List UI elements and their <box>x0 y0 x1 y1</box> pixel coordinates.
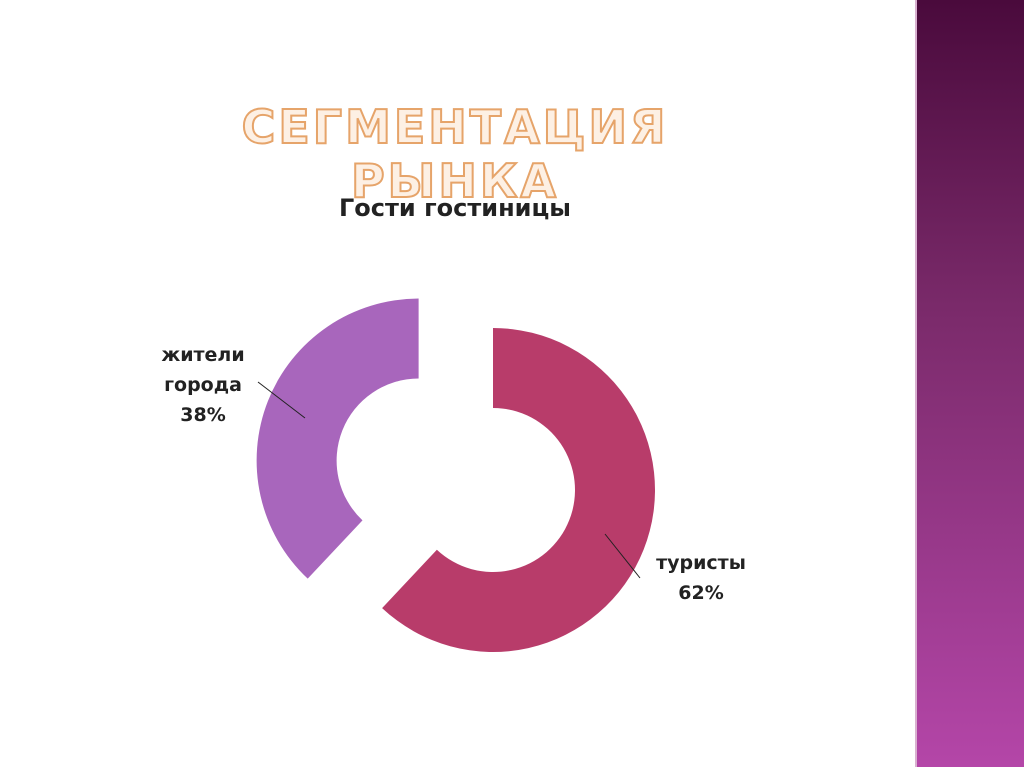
leader-line <box>604 533 641 579</box>
donut-slice <box>256 298 419 579</box>
donut-slice <box>382 328 655 652</box>
category-label: жители города <box>161 344 245 396</box>
data-label: жители города 38% <box>148 340 258 430</box>
data-label: туристы 62% <box>636 548 766 608</box>
side-band <box>915 0 1024 767</box>
slide-title: СЕГМЕНТАЦИЯ РЫНКА <box>241 99 669 209</box>
value-label: 38% <box>180 404 226 426</box>
category-label: туристы <box>656 552 746 574</box>
chart-title: Гости гостиницы <box>339 194 571 222</box>
value-label: 62% <box>678 582 724 604</box>
leader-line <box>257 381 306 419</box>
chart <box>256 298 655 652</box>
